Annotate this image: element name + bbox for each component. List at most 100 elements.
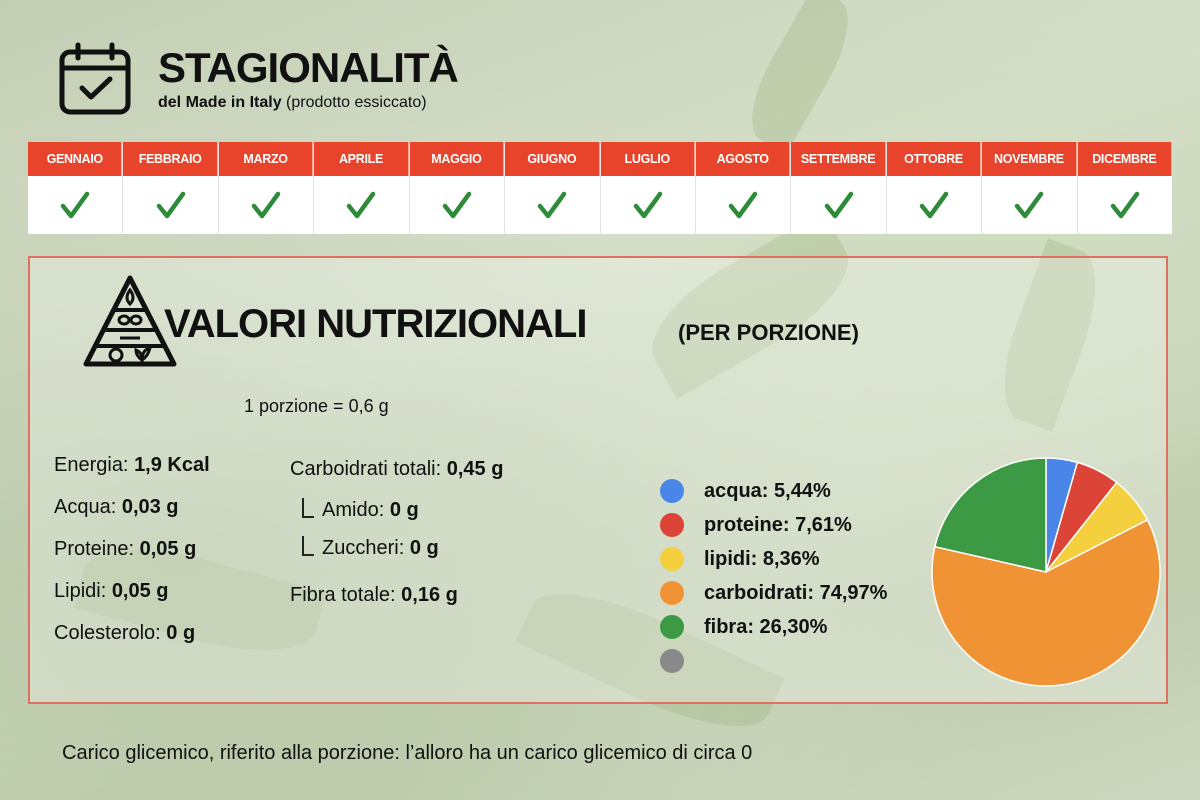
nutrition-subtitle: (PER PORZIONE) xyxy=(678,320,859,345)
nutrient-label: Colesterolo: xyxy=(54,622,167,644)
checkmark-icon xyxy=(728,191,758,219)
month-availability-cell xyxy=(219,176,313,234)
month-column: APRILE xyxy=(314,142,410,234)
month-column: NOVEMBRE xyxy=(982,142,1078,234)
portion-size: 1 porzione = 0,6 g xyxy=(244,396,389,416)
month-column: MAGGIO xyxy=(409,142,506,234)
month-availability-cell xyxy=(791,176,885,234)
fibra-value: 0,16 g xyxy=(401,584,458,606)
nutrient-value: 1,9 Kcal xyxy=(134,454,210,476)
checkmark-icon xyxy=(347,191,376,219)
carbs-row: Carboidrati totali: 0,45 g xyxy=(290,458,503,481)
checkmark-icon xyxy=(251,191,281,219)
zuccheri-label: Zuccheri: xyxy=(322,537,410,559)
page-title: STAGIONALITÀ xyxy=(158,44,459,91)
legend-swatch xyxy=(660,649,684,673)
month-label: MARZO xyxy=(218,142,314,176)
month-availability-cell xyxy=(123,176,217,234)
legend-swatch xyxy=(660,615,684,639)
calendar-icon xyxy=(59,42,131,115)
month-availability-cell xyxy=(982,176,1076,234)
nutrient-value: 0 g xyxy=(166,622,196,644)
checkmark-icon xyxy=(538,191,567,219)
amido-label: Amido: xyxy=(322,499,390,521)
month-column: OTTOBRE xyxy=(886,142,983,234)
month-availability-cell xyxy=(314,176,408,234)
month-column: GENNAIO xyxy=(28,142,124,234)
month-column: FEBBRAIO xyxy=(123,142,219,234)
legend-item: carboidrati: 74,97% xyxy=(660,576,887,610)
food-pyramid-icon xyxy=(83,275,177,367)
pie-slice xyxy=(933,457,1047,573)
month-column: MARZO xyxy=(218,142,315,234)
legend-label: lipidi: 8,36% xyxy=(704,547,820,570)
nutrient-label: Proteine: xyxy=(54,538,140,560)
nutrition-panel: VALORI NUTRIZIONALI (PER PORZIONE) 1 por… xyxy=(28,256,1168,704)
legend-label: fibra: 26,30% xyxy=(704,615,828,638)
background-leaf xyxy=(734,0,866,155)
checkmark-icon xyxy=(442,191,472,219)
legend-item: fibra: 26,30% xyxy=(660,610,887,644)
month-availability-cell xyxy=(28,176,122,234)
month-column: GIUGNO xyxy=(505,142,601,234)
fibra-row: Fibra totale: 0,16 g xyxy=(290,584,458,607)
nutrient-row: Colesterolo: 0 g xyxy=(54,622,195,645)
month-availability-cell xyxy=(887,176,981,234)
month-column: LUGLIO xyxy=(600,142,696,234)
checkmark-icon xyxy=(60,191,90,219)
zuccheri-value: 0 g xyxy=(409,537,439,559)
nutrient-row: Energia: 1,9 Kcal xyxy=(54,454,210,477)
month-availability-cell xyxy=(1078,176,1172,234)
month-label: AGOSTO xyxy=(695,142,791,176)
legend-item: acqua: 5,44% xyxy=(660,474,887,508)
month-column: AGOSTO xyxy=(695,142,792,234)
sub-item-marker xyxy=(302,536,314,556)
fibra-label: Fibra totale: xyxy=(290,584,402,606)
legend-item xyxy=(660,644,887,678)
nutrient-row: Proteine: 0,05 g xyxy=(54,538,196,561)
checkmark-icon xyxy=(919,191,949,219)
carbs-label: Carboidrati totali: xyxy=(290,458,447,480)
nutrient-label: Lipidi: xyxy=(54,580,112,602)
seasonality-table: GENNAIO FEBBRAIO MARZO APRILE MAGGIO GIUGNO LU… xyxy=(28,142,1173,234)
checkmark-icon xyxy=(1015,191,1044,219)
chart-legend: acqua: 5,44% proteine: 7,61% lipidi: 8,36%… xyxy=(660,474,887,678)
legend-label: acqua: 5,44% xyxy=(704,479,831,502)
nutrient-row: Lipidi: 0,05 g xyxy=(54,580,169,603)
month-label: APRILE xyxy=(314,142,409,176)
page-subtitle: del Made in Italy (prodotto essiccato) xyxy=(158,94,427,112)
month-column: SETTEMBRE xyxy=(791,142,887,234)
subtitle-rest: (prodotto essiccato) xyxy=(281,94,427,111)
month-label: GENNAIO xyxy=(28,142,123,176)
checkmark-icon xyxy=(1110,191,1140,219)
month-label: GIUGNO xyxy=(505,142,600,176)
legend-label: proteine: 7,61% xyxy=(704,513,852,536)
nutrient-value: 0,05 g xyxy=(111,580,169,602)
month-label: OTTOBRE xyxy=(886,142,982,176)
carbs-value: 0,45 g xyxy=(446,458,504,480)
month-availability-cell xyxy=(505,176,599,234)
legend-item: proteine: 7,61% xyxy=(660,508,887,542)
nutrition-title: VALORI NUTRIZIONALI xyxy=(164,302,587,346)
legend-swatch xyxy=(660,547,684,571)
month-label: DICEMBRE xyxy=(1077,142,1173,176)
legend-label: carboidrati: 74,97% xyxy=(704,581,888,604)
nutrient-label: Energia: xyxy=(54,454,135,476)
month-label: NOVEMBRE xyxy=(982,142,1077,176)
month-label: FEBBRAIO xyxy=(123,142,218,176)
nutrient-row: Acqua: 0,03 g xyxy=(54,496,179,519)
checkmark-icon xyxy=(156,191,185,219)
legend-item: lipidi: 8,36% xyxy=(660,542,887,576)
nutrient-value: 0,05 g xyxy=(139,538,197,560)
checkmark-icon xyxy=(633,191,662,219)
nutrient-value: 0,03 g xyxy=(121,496,179,518)
zuccheri-row: Zuccheri: 0 g xyxy=(302,536,439,560)
amido-value: 0 g xyxy=(389,499,419,521)
pie-chart xyxy=(931,457,1161,687)
month-label: LUGLIO xyxy=(600,142,695,176)
sub-item-marker xyxy=(302,498,314,518)
glycemic-load-note: Carico glicemico, riferito alla porzione… xyxy=(62,742,753,764)
subtitle-bold: del Made in Italy xyxy=(158,94,282,111)
nutrient-label: Acqua: xyxy=(54,496,122,518)
month-label: SETTEMBRE xyxy=(791,142,886,176)
